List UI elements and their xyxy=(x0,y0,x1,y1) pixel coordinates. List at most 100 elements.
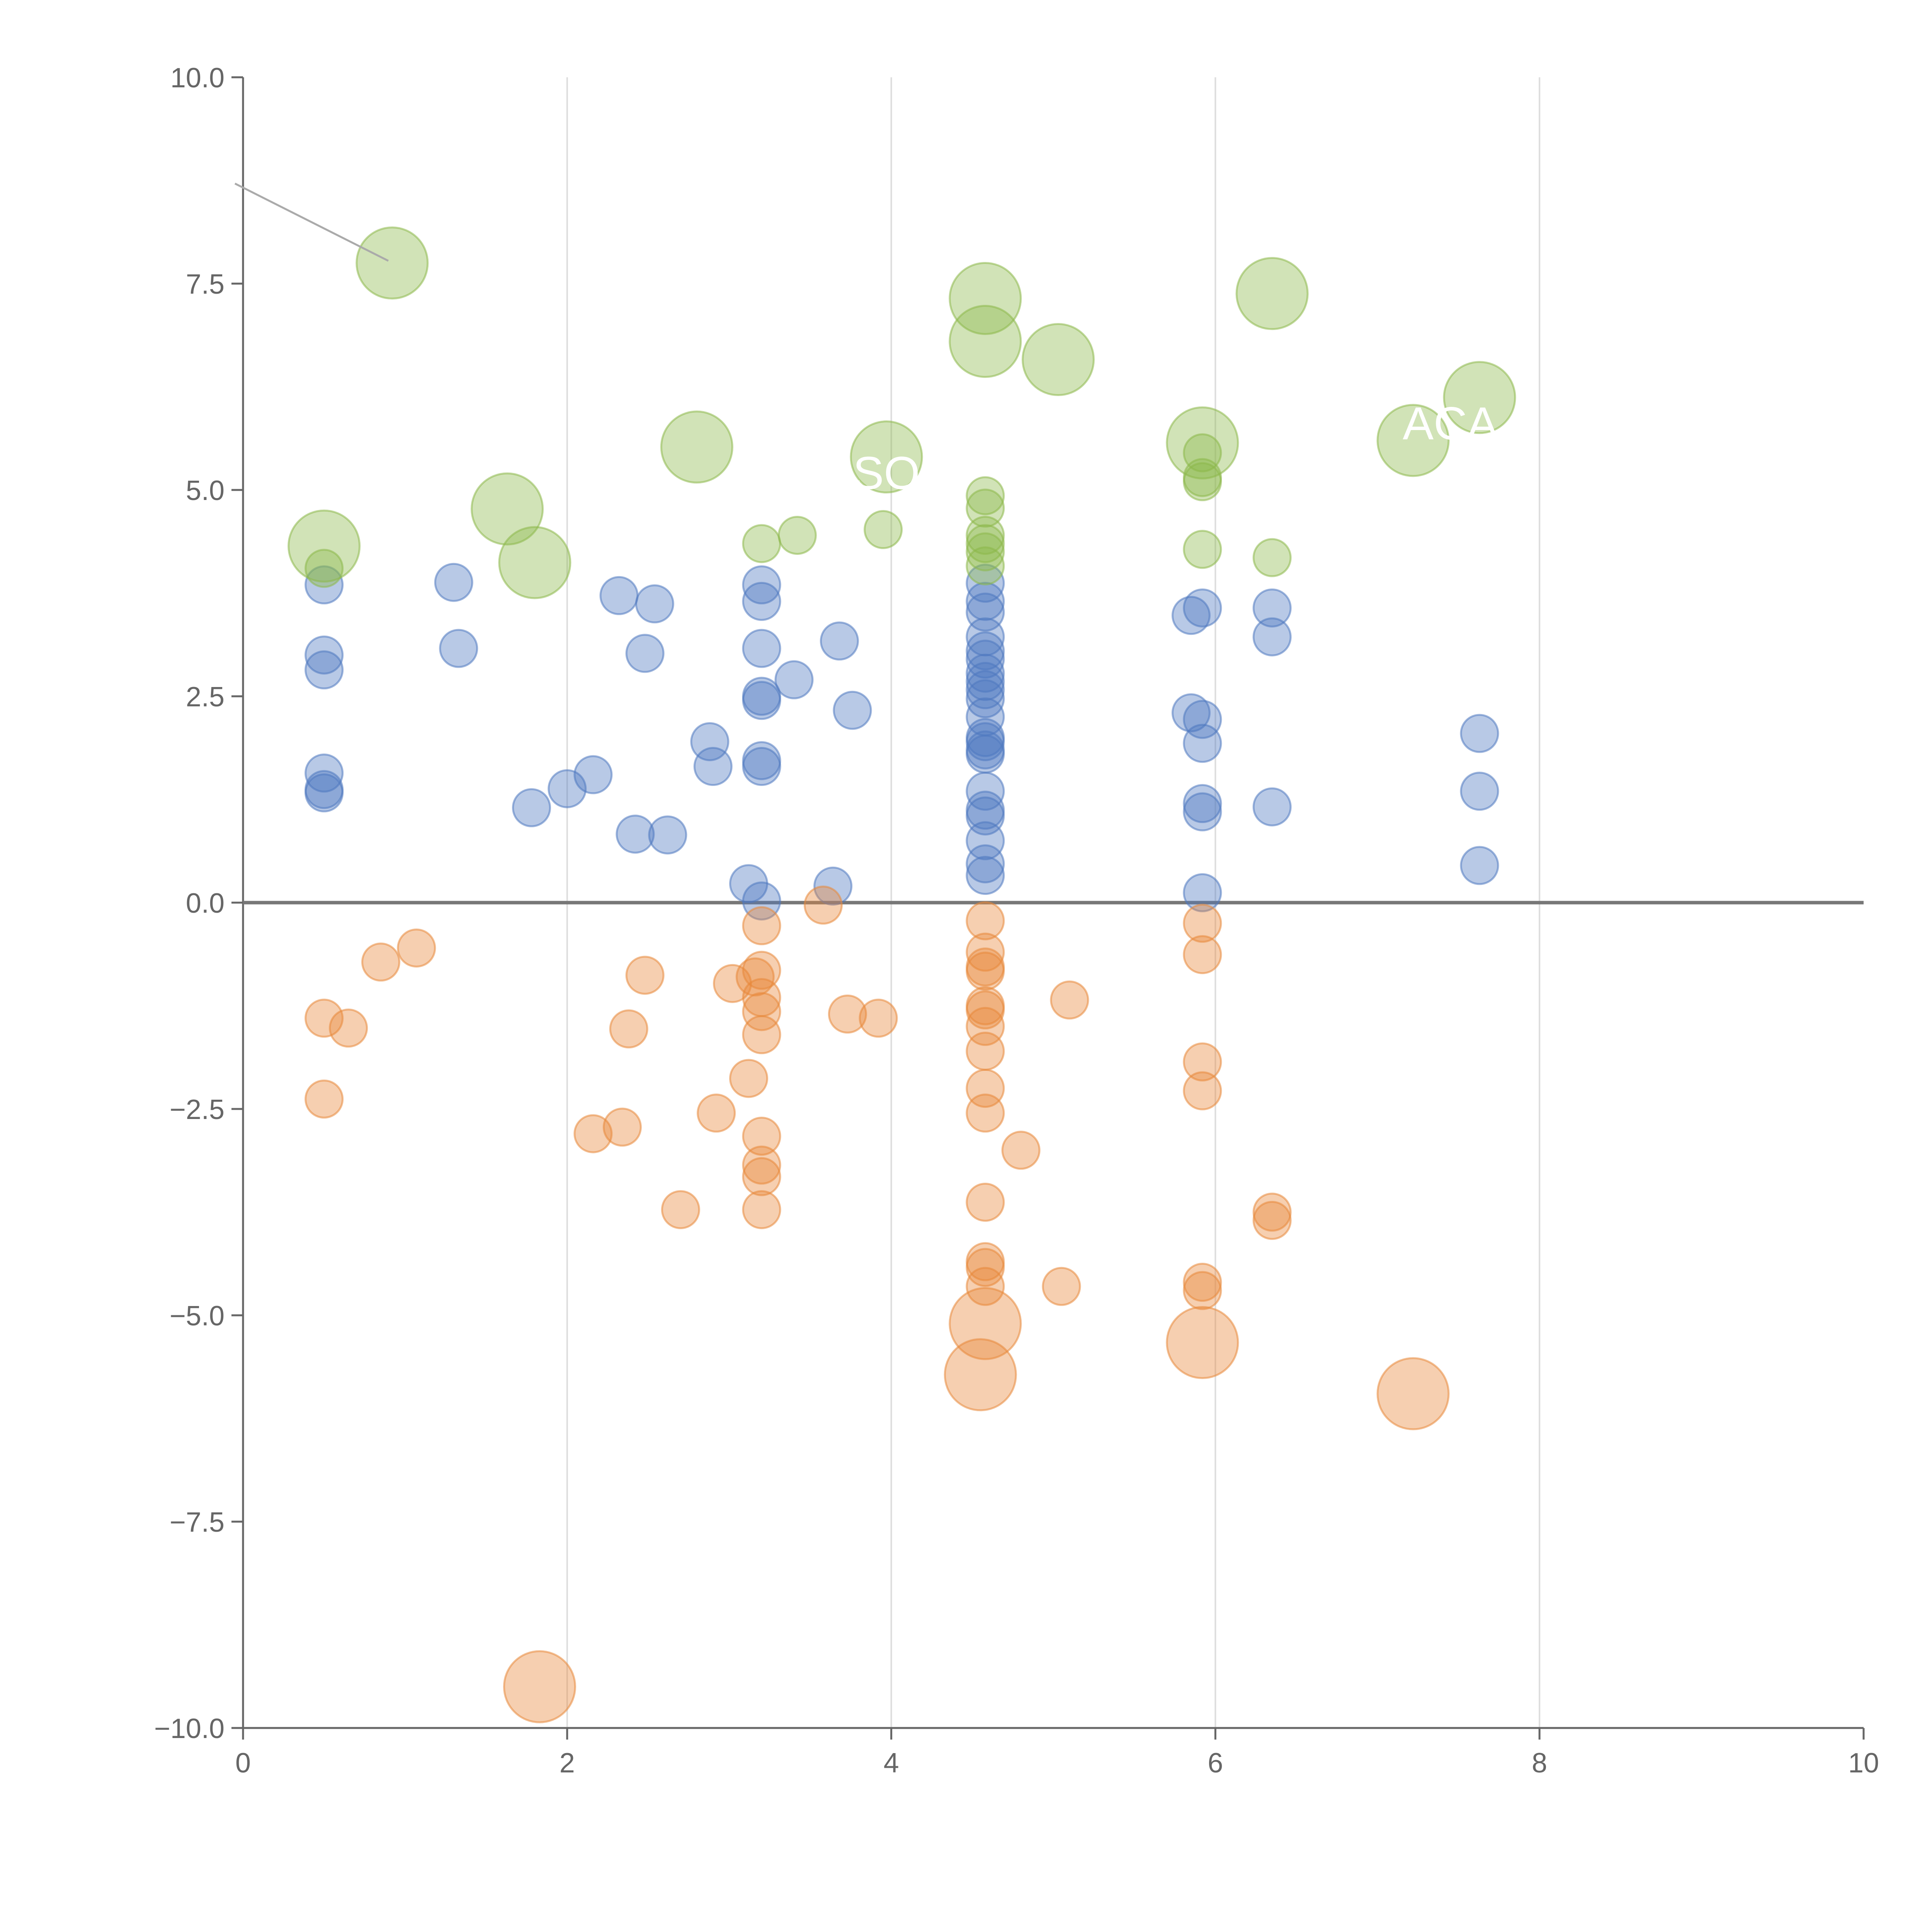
data-point xyxy=(434,563,473,602)
data-point xyxy=(616,815,655,854)
x-tick-label: 8 xyxy=(1532,1748,1547,1779)
data-point xyxy=(697,1094,736,1133)
x-tick-label: 0 xyxy=(235,1748,251,1779)
data-point xyxy=(1183,1263,1222,1302)
data-point xyxy=(625,634,665,673)
data-point xyxy=(1183,935,1222,975)
x-tick-label: 2 xyxy=(560,1748,575,1779)
data-point xyxy=(803,885,843,925)
data-point xyxy=(742,524,781,563)
data-point xyxy=(635,584,674,624)
point-label: ACA xyxy=(1403,398,1498,449)
data-point xyxy=(966,670,1005,709)
data-point xyxy=(1042,1267,1081,1306)
bubble-point xyxy=(1235,257,1309,330)
data-point xyxy=(602,1107,642,1147)
data-point xyxy=(625,956,665,995)
x-tick-label: 6 xyxy=(1208,1748,1223,1779)
point-label: SO xyxy=(853,447,920,499)
data-point xyxy=(966,488,1005,528)
data-point xyxy=(864,510,903,549)
data-point xyxy=(397,928,436,968)
data-point xyxy=(573,1114,613,1153)
data-point xyxy=(966,1094,1005,1133)
data-point xyxy=(742,681,781,720)
bubble-point xyxy=(949,262,1022,335)
y-tick-label: −7.5 xyxy=(170,1507,224,1538)
data-point xyxy=(820,621,859,661)
annotations: SO ACA xyxy=(234,182,1498,499)
data-point xyxy=(774,660,814,699)
x-tick-label: 10 xyxy=(1848,1748,1879,1779)
data-point xyxy=(690,722,730,761)
data-point xyxy=(966,951,1005,991)
data-point xyxy=(742,906,781,946)
data-point xyxy=(1183,873,1222,912)
data-point xyxy=(966,1267,1005,1306)
data-point xyxy=(742,1157,781,1196)
data-point xyxy=(573,755,613,794)
data-point xyxy=(742,582,781,621)
data-point xyxy=(1183,530,1222,569)
data-point xyxy=(304,549,344,588)
bubble-point xyxy=(287,509,361,583)
data-point xyxy=(966,546,1005,586)
data-point xyxy=(966,735,1005,774)
data-point xyxy=(1252,1192,1292,1232)
data-point xyxy=(599,576,639,615)
bubble-point xyxy=(850,420,923,494)
data-point xyxy=(304,635,344,675)
data-point xyxy=(966,639,1005,679)
bubble-point xyxy=(949,305,1022,378)
data-point xyxy=(1050,980,1089,1020)
bubble-point xyxy=(1166,1306,1239,1379)
data-point xyxy=(966,524,1005,563)
data-point xyxy=(1252,538,1292,577)
data-point xyxy=(833,690,872,730)
data-point xyxy=(966,1182,1005,1222)
data-point xyxy=(742,1015,781,1054)
data-point xyxy=(1183,784,1222,823)
data-point xyxy=(966,582,1005,621)
data-point xyxy=(1252,1201,1292,1240)
y-tick-label: 10.0 xyxy=(170,63,224,94)
data-point xyxy=(1183,1271,1222,1310)
y-tick-label: −5.0 xyxy=(170,1301,224,1332)
data-point xyxy=(304,650,344,690)
data-point xyxy=(439,629,478,668)
bubble-points xyxy=(287,226,1516,1723)
data-point xyxy=(966,722,1005,761)
data-point xyxy=(1252,787,1292,827)
data-point xyxy=(966,856,1005,895)
y-tick-label: −10.0 xyxy=(154,1713,224,1744)
data-point xyxy=(361,942,400,982)
data-point xyxy=(1460,772,1499,811)
data-point xyxy=(329,1009,368,1048)
data-point xyxy=(304,1079,344,1119)
data-point xyxy=(304,565,344,605)
data-point xyxy=(828,994,867,1034)
data-point xyxy=(1183,1042,1222,1082)
data-point xyxy=(742,992,781,1031)
y-tick-label: 7.5 xyxy=(186,269,224,300)
data-point xyxy=(966,532,1005,571)
data-point xyxy=(1183,792,1222,832)
data-point xyxy=(966,1031,1005,1071)
data-point xyxy=(1001,1131,1041,1170)
data-point xyxy=(1183,903,1222,943)
data-points xyxy=(304,433,1499,1310)
data-point xyxy=(1460,846,1499,885)
data-point xyxy=(742,1190,781,1230)
y-tick-label: 0.0 xyxy=(186,888,224,919)
data-point xyxy=(742,747,781,786)
data-point xyxy=(742,1145,781,1185)
data-point xyxy=(1183,462,1222,502)
bubble-point xyxy=(944,1338,1017,1412)
bubble-point xyxy=(1376,1357,1450,1430)
data-point xyxy=(304,753,344,793)
bubble-point xyxy=(355,226,429,300)
data-point xyxy=(693,747,733,786)
data-point xyxy=(742,951,781,990)
data-point xyxy=(1183,588,1222,628)
